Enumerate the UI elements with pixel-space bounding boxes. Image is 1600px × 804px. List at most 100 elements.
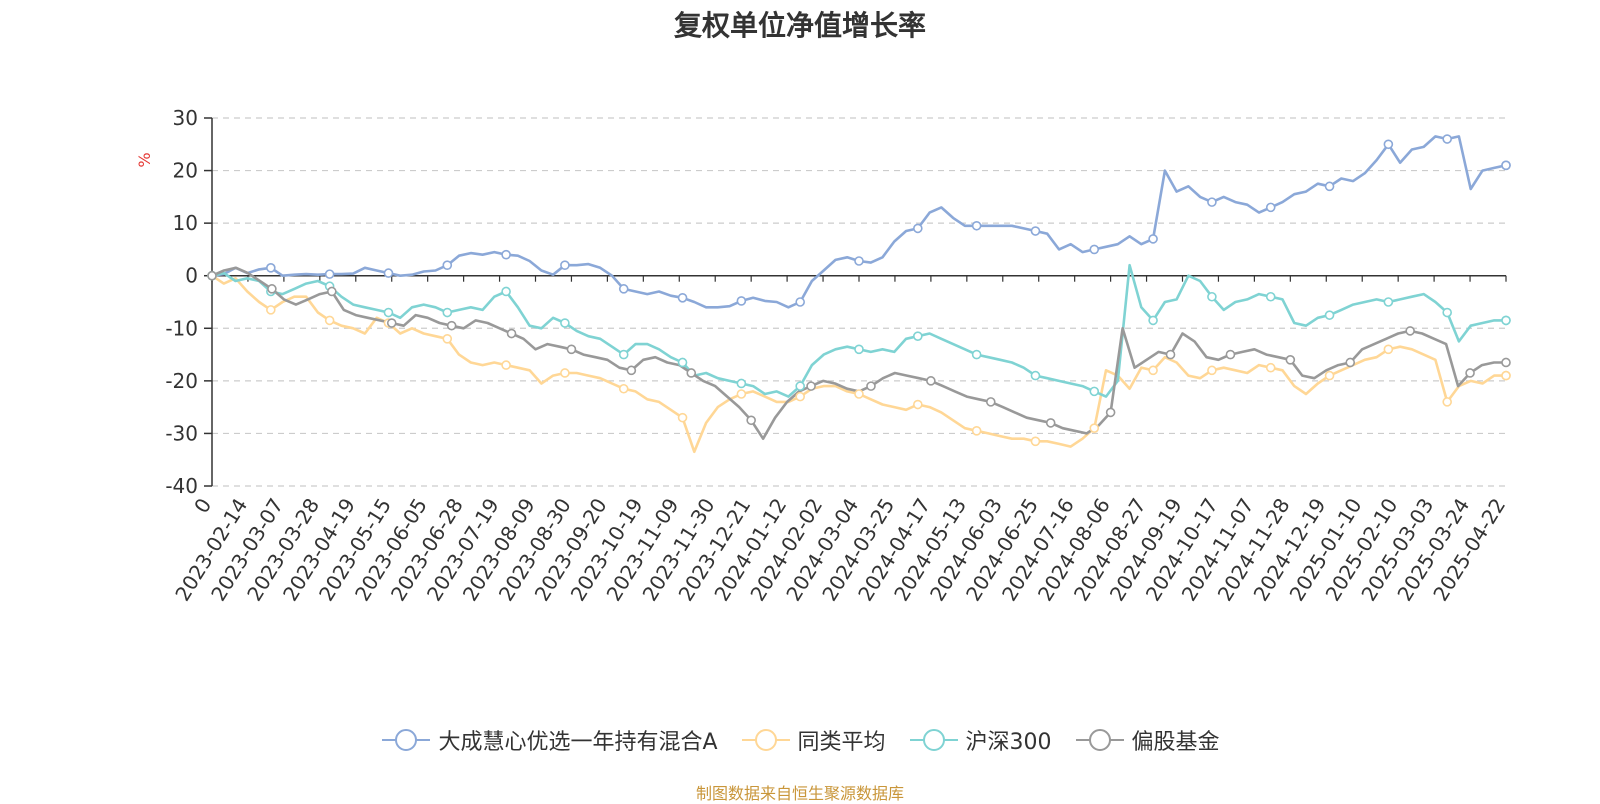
y-tick-label: 30: [173, 106, 198, 130]
series-point: [1030, 226, 1041, 236]
series-point: [266, 263, 276, 273]
series-point: [1285, 355, 1296, 365]
series-point: [1501, 357, 1511, 368]
y-axis-unit: %: [135, 152, 154, 167]
legend-label: 沪深300: [965, 730, 1052, 755]
series-point: [1345, 357, 1356, 368]
series-point: [1089, 386, 1100, 397]
y-tick-label: 0: [185, 264, 198, 288]
series-point: [560, 318, 570, 328]
series-point: [1405, 326, 1415, 336]
series-point: [926, 376, 936, 386]
legend-label: 大成慧心优选一年持有混合A: [438, 730, 718, 755]
series-point: [971, 425, 982, 436]
series-point: [1324, 310, 1335, 320]
series-point: [1324, 370, 1335, 381]
series-line-1: [210, 274, 1508, 454]
series-point: [1465, 368, 1475, 378]
series-point: [985, 397, 996, 407]
legend-line-circle-icon: [909, 729, 958, 751]
series-point: [207, 270, 217, 281]
series-point: [806, 381, 816, 391]
series-point: [1045, 418, 1056, 428]
x-tick-label: 0: [189, 494, 216, 518]
legend-item[interactable]: 同类平均: [740, 724, 886, 756]
series-point: [686, 368, 697, 378]
series-point: [1501, 370, 1511, 381]
y-tick-label: 10: [173, 211, 198, 235]
series-point: [677, 412, 688, 423]
series-point: [506, 328, 517, 339]
series-point: [795, 297, 805, 307]
series-point: [560, 260, 570, 271]
legend-item[interactable]: 大成慧心优选一年持有混合A: [380, 724, 718, 756]
series-point: [677, 292, 688, 303]
y-tick-label: 20: [173, 159, 198, 183]
series-point: [736, 296, 747, 306]
series-point: [1207, 197, 1217, 207]
series-point: [795, 391, 805, 402]
series-point: [1207, 291, 1217, 302]
series-point: [560, 368, 570, 378]
series-point: [566, 344, 577, 355]
series-point: [1324, 181, 1335, 192]
series-point: [1148, 234, 1158, 244]
series-point: [1089, 423, 1100, 433]
series-point: [324, 269, 335, 279]
legend-item[interactable]: 偏股基金: [1074, 724, 1220, 756]
series-point: [1383, 344, 1394, 355]
y-tick-label: -30: [165, 421, 198, 445]
series-point: [1442, 307, 1452, 318]
series-point: [327, 286, 337, 297]
source-note: 制图数据来自恒生聚源数据库: [695, 784, 904, 803]
series-point: [913, 399, 923, 410]
series-point: [324, 315, 335, 326]
series-point: [1265, 202, 1276, 213]
y-tick-label: -10: [165, 316, 198, 340]
y-tick-label: -40: [165, 474, 198, 498]
series-point: [913, 223, 923, 234]
series-point: [1148, 315, 1158, 326]
legend-label: 同类平均: [797, 730, 886, 755]
series-point: [854, 256, 864, 266]
series-point: [618, 349, 629, 360]
series-point: [383, 268, 394, 278]
series-point: [386, 318, 397, 328]
series-point: [1089, 244, 1100, 255]
series-point: [736, 389, 747, 399]
series-point: [677, 357, 688, 368]
series-point: [626, 365, 637, 376]
series-point: [1265, 291, 1276, 302]
series-lines: [210, 135, 1508, 454]
series-point: [267, 284, 277, 294]
series-markers: [207, 134, 1511, 447]
grid-lines: [212, 117, 1506, 487]
series-point: [1225, 349, 1236, 360]
series-point: [501, 249, 511, 260]
chart-title: 复权单位净值增长率: [673, 9, 926, 42]
series-point: [501, 360, 511, 370]
series-point: [1442, 134, 1452, 144]
series-point: [1030, 436, 1041, 447]
series-point: [1442, 397, 1452, 407]
series-point: [854, 389, 864, 399]
series-point: [1265, 362, 1276, 373]
series-point: [1105, 407, 1116, 418]
axes: 3020100-10-20-30-4002023-02-142023-03-07…: [165, 106, 1510, 605]
series-point: [1383, 297, 1394, 307]
legend-line-circle-icon: [1075, 729, 1124, 751]
legend-item[interactable]: 沪深300: [908, 724, 1052, 756]
series-point: [1148, 365, 1158, 376]
series-point: [442, 260, 453, 271]
series-point: [1030, 370, 1041, 381]
legend-line-circle-icon: [382, 729, 431, 751]
series-point: [913, 331, 923, 341]
series-point: [1207, 365, 1217, 376]
series-point: [266, 305, 276, 315]
series-point: [1501, 160, 1511, 171]
legend-line-circle-icon: [741, 729, 790, 751]
series-point: [383, 307, 394, 318]
series-point: [618, 284, 629, 294]
series-point: [866, 381, 876, 391]
